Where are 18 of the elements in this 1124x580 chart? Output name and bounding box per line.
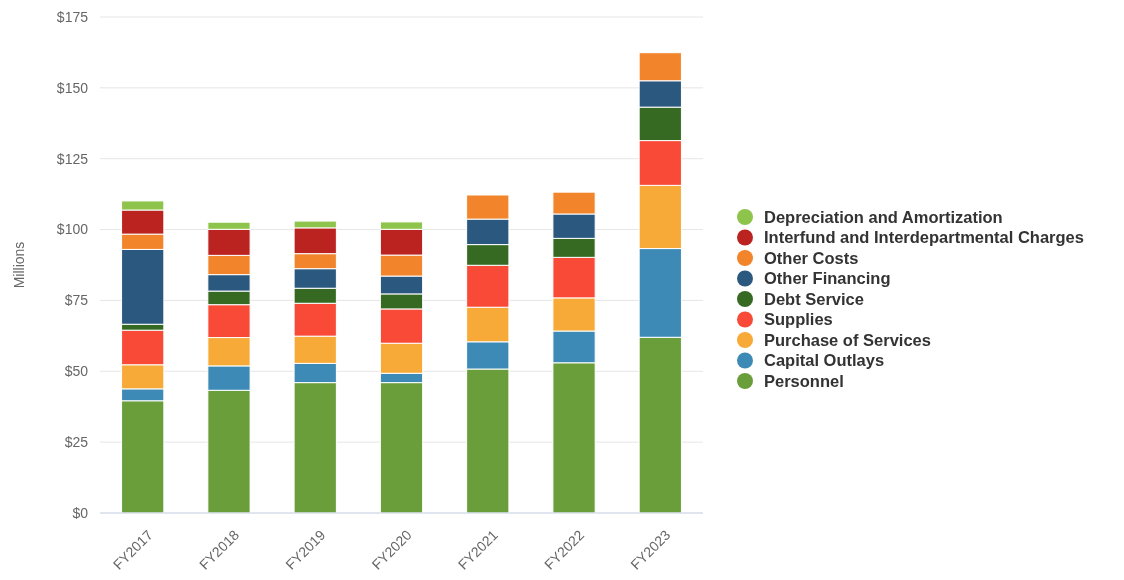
legend-label: Supplies	[764, 310, 833, 329]
y-tick-label: $125	[56, 150, 89, 167]
y-tick-label: $100	[56, 221, 89, 238]
y-tick-label: $175	[56, 8, 89, 25]
legend-label: Other Costs	[764, 248, 859, 267]
legend-label: Other Financing	[764, 269, 891, 288]
y-axis-title: Millions	[11, 241, 27, 289]
legend-label: Capital Outlays	[764, 351, 885, 370]
legend-label: Personnel	[764, 371, 844, 390]
y-tick-label: $50	[64, 363, 89, 380]
legend-label: Debt Service	[764, 289, 864, 308]
y-tick-label: $0	[72, 504, 89, 521]
legend-label: Depreciation and Amortization	[764, 207, 1003, 226]
y-tick-label: $150	[56, 79, 89, 96]
legend-label: Purchase of Services	[764, 330, 931, 349]
y-tick-label: $75	[64, 292, 89, 309]
y-tick-label: $25	[64, 434, 89, 451]
legend-label: Interfund and Interdepartmental Charges	[764, 228, 1084, 247]
